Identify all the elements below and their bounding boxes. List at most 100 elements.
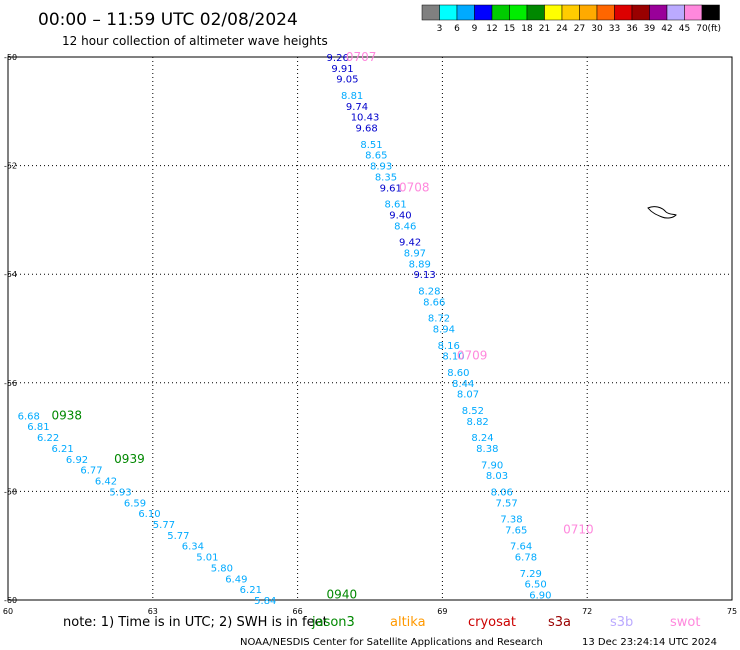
data-value-label: 7.64 <box>510 542 532 553</box>
data-value-label: 9.05 <box>336 75 358 86</box>
data-value-label: 9.74 <box>346 102 368 113</box>
x-tick-label: 72 <box>582 607 592 616</box>
pass-time-label: 0708 <box>399 180 430 194</box>
pass-time-label: 0938 <box>51 408 82 422</box>
x-tick-label: 60 <box>3 607 13 616</box>
satellite-legend: jason3 altika cryosat s3a s3b swot <box>311 615 700 630</box>
color-scale-label: 15 <box>504 24 515 34</box>
data-value-label: 6.22 <box>37 433 59 444</box>
data-value-label: 6.21 <box>240 585 262 596</box>
color-swatch <box>579 4 598 21</box>
data-value-label: 6.78 <box>515 553 537 564</box>
data-value-label: 5.84 <box>254 596 276 607</box>
color-scale-label: 42 <box>661 24 672 34</box>
color-swatch <box>456 4 475 21</box>
x-tick-label: 75 <box>727 607 737 616</box>
data-points: 9.269.919.058.819.7410.439.688.518.658.9… <box>18 53 552 607</box>
data-value-label: 8.61 <box>384 200 406 211</box>
data-value-label: 8.66 <box>423 297 445 308</box>
island-outline <box>647 206 677 219</box>
data-value-label: 6.68 <box>18 411 40 422</box>
pass-time-label: 0940 <box>327 588 358 602</box>
data-value-label: 5.77 <box>153 520 175 531</box>
satellite-altika: altika <box>390 615 426 630</box>
color-scale-label: 21 <box>539 24 550 34</box>
color-swatch <box>701 4 720 21</box>
satellite-swot: swot <box>670 615 700 630</box>
data-value-label: 8.94 <box>433 325 455 336</box>
data-value-label: 9.68 <box>356 124 378 135</box>
data-value-label: 9.40 <box>389 210 411 221</box>
color-swatch <box>596 4 615 21</box>
color-swatch <box>666 4 685 21</box>
color-swatch <box>544 4 563 21</box>
data-value-label: 6.90 <box>529 591 551 602</box>
data-value-label: 5.80 <box>211 563 233 574</box>
color-swatch <box>491 4 510 21</box>
color-scale-label: 30 <box>591 24 603 34</box>
data-value-label: 10.43 <box>351 113 380 124</box>
data-value-label: 9.13 <box>413 270 435 281</box>
data-value-label: 8.89 <box>409 259 431 270</box>
color-scale-label: 18 <box>521 24 533 34</box>
data-value-label: 8.51 <box>360 140 382 151</box>
color-scale-label: 24 <box>556 24 568 34</box>
data-value-label: 8.28 <box>418 286 440 297</box>
data-value-label: 8.06 <box>491 487 513 498</box>
pass-time-label: 0710 <box>563 522 594 536</box>
satellite-s3b: s3b <box>610 615 633 630</box>
color-swatch <box>474 4 493 21</box>
axis-ticks: 60 63 66 69 72 75 -50 -52 -54 -56 -58 -60 <box>3 53 737 616</box>
data-value-label: 8.93 <box>370 162 392 173</box>
data-value-label: 5.93 <box>109 487 131 498</box>
color-scale-label: 27 <box>574 24 585 34</box>
data-value-label: 8.97 <box>404 248 426 259</box>
color-swatch <box>684 4 703 21</box>
data-value-label: 6.81 <box>27 422 49 433</box>
data-value-label: 8.24 <box>471 433 493 444</box>
x-tick-label: 63 <box>148 607 158 616</box>
color-swatch <box>561 4 580 21</box>
y-tick-label: -60 <box>4 596 17 605</box>
chart-title: 00:00 – 11:59 UTC 02/08/2024 <box>38 10 298 30</box>
color-scale-label: 33 <box>609 24 620 34</box>
data-value-label: 8.60 <box>447 368 469 379</box>
data-value-label: 6.50 <box>524 580 546 591</box>
color-scale-label: 6 <box>454 24 460 34</box>
plot-frame <box>7 56 733 601</box>
data-value-label: 7.65 <box>505 525 527 536</box>
data-value-label: 8.10 <box>442 352 464 363</box>
color-scale-label: 12 <box>486 24 497 34</box>
pass-time-label: 0709 <box>457 349 488 363</box>
color-scale-label: 3 <box>437 24 443 34</box>
data-value-label: 6.21 <box>51 444 73 455</box>
satellite-s3a: s3a <box>548 615 571 630</box>
data-value-label: 8.52 <box>462 406 484 417</box>
data-value-label: 8.72 <box>428 314 450 325</box>
color-scale-label: 70 <box>696 24 708 34</box>
color-scale-label: 36 <box>626 24 638 34</box>
data-value-label: 7.38 <box>500 515 522 526</box>
pass-time-label: 0707 <box>346 50 377 64</box>
color-swatch <box>421 4 440 21</box>
data-value-label: 8.46 <box>394 221 416 232</box>
data-value-label: 8.44 <box>452 379 474 390</box>
y-tick-label: -56 <box>4 379 17 388</box>
pass-time-label: 0939 <box>114 452 145 466</box>
data-value-label: 8.07 <box>457 390 479 401</box>
data-value-label: 9.42 <box>399 238 421 249</box>
data-value-label: 9.61 <box>380 183 402 194</box>
color-swatch <box>614 4 633 21</box>
data-value-label: 8.38 <box>476 444 498 455</box>
chart-subtitle: 12 hour collection of altimeter wave hei… <box>62 34 328 48</box>
data-value-label: 6.92 <box>66 455 88 466</box>
y-tick-label: -54 <box>4 270 17 279</box>
data-value-label: 7.90 <box>481 460 503 471</box>
note-text: note: 1) Time is in UTC; 2) SWH is in fe… <box>63 615 328 630</box>
data-value-label: 6.59 <box>124 498 146 509</box>
x-tick-label: 69 <box>437 607 447 616</box>
data-value-label: 6.77 <box>80 466 102 477</box>
x-tick-label: 66 <box>293 607 303 616</box>
data-value-label: 8.03 <box>486 471 508 482</box>
